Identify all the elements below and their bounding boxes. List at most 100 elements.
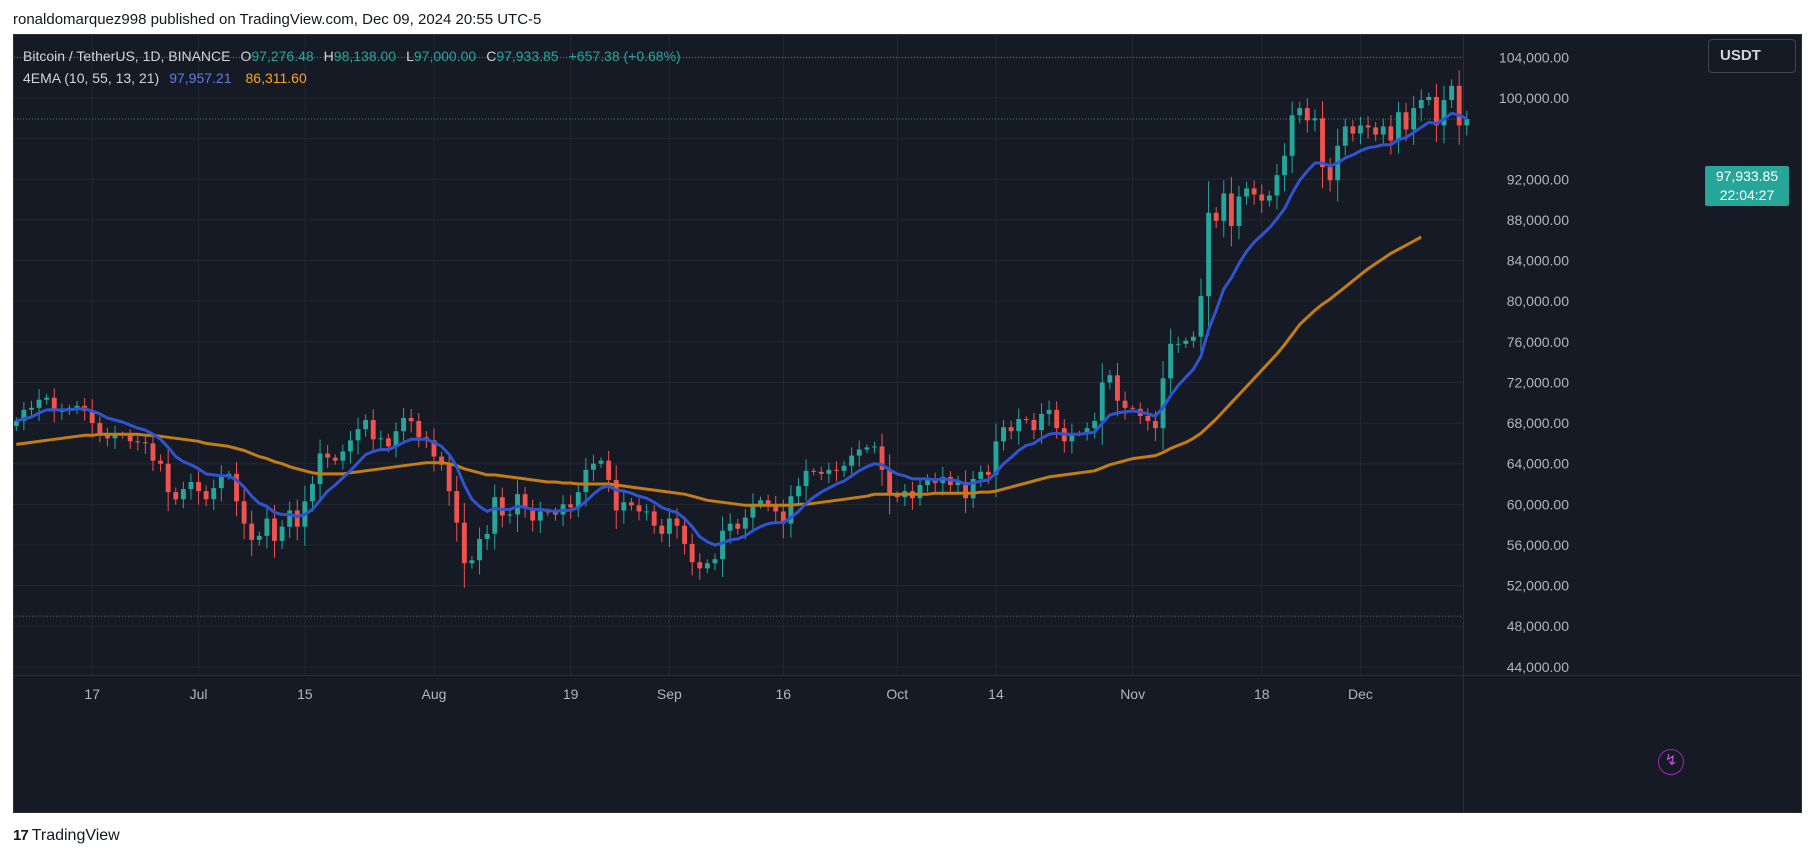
x-tick-label: Oct (886, 686, 908, 702)
candle-body (522, 494, 528, 509)
chart-legend: Bitcoin / TetherUS, 1D, BINANCE O97,276.4… (23, 45, 681, 89)
candle-body (1115, 375, 1120, 401)
candle-body (537, 511, 543, 521)
y-tick-label: 104,000.00 (1499, 49, 1569, 65)
candle-body (644, 511, 650, 513)
candle-body (985, 471, 991, 475)
candle-body (894, 495, 900, 498)
low-label: L (406, 48, 414, 64)
candle-body (917, 485, 923, 499)
candle-body (568, 504, 574, 508)
candle-body (29, 407, 34, 410)
candle-body (628, 502, 634, 506)
candle-body (378, 438, 384, 440)
publisher-line: ronaldomarquez998 published on TradingVi… (13, 11, 542, 28)
candle-body (1001, 427, 1006, 442)
open-label: O (240, 48, 252, 64)
candle-body (659, 525, 665, 534)
candle-body (499, 497, 505, 516)
candle-body (1122, 400, 1128, 408)
close-value: 97,933.85 (496, 48, 559, 64)
candlestick-chart[interactable]: 44,000.00 48,000.00 52,000.00 56,000.00 60,0… (14, 35, 1802, 813)
candle-body (241, 501, 247, 524)
candle-body (1206, 212, 1212, 297)
candle-body (1297, 108, 1303, 116)
candle-body (1008, 427, 1014, 432)
candle-body (340, 451, 346, 461)
candle-body (1327, 167, 1333, 181)
y-tick-label: 68,000.00 (1507, 415, 1569, 431)
candle-body (1426, 96, 1432, 101)
candle-body (1312, 118, 1318, 121)
y-tick-label: 56,000.00 (1507, 537, 1569, 553)
candle-body (765, 500, 771, 505)
candle-body (408, 417, 414, 422)
legend-ohlc-row: Bitcoin / TetherUS, 1D, BINANCE O97,276.4… (23, 45, 681, 67)
candle-body (1418, 100, 1424, 109)
candle-body (332, 457, 338, 461)
candle-body (1388, 126, 1394, 141)
candle-body (492, 497, 498, 534)
candle-body (317, 453, 323, 485)
candle-body (36, 399, 42, 408)
candle-body (1152, 421, 1158, 429)
candle-body (287, 510, 293, 527)
candle-body (841, 465, 847, 471)
y-tick-label: 72,000.00 (1507, 374, 1569, 390)
candle-body (431, 440, 437, 457)
candle-body (439, 456, 444, 465)
candle-body (1282, 155, 1287, 176)
candle-body (1320, 118, 1325, 168)
x-tick-label: 19 (563, 686, 579, 702)
candle-body (1350, 126, 1356, 134)
tradingview-logo-icon: 17 (13, 827, 29, 844)
candle-body (1441, 100, 1447, 126)
candle-body (636, 505, 642, 512)
symbol-name[interactable]: Bitcoin / TetherUS, 1D, BINANCE (23, 48, 231, 64)
tradingview-footer[interactable]: 17 TradingView (13, 824, 120, 848)
candle-body (811, 470, 817, 472)
candle-body (1168, 343, 1174, 379)
candle-body (446, 464, 452, 492)
x-tick-label: 17 (84, 686, 100, 702)
candle-body (1130, 407, 1136, 409)
chart-panel[interactable]: 44,000.00 48,000.00 52,000.00 56,000.00 60,0… (13, 34, 1802, 813)
candle-body (1244, 188, 1249, 197)
lightning-bolt-icon[interactable]: ↯ (1658, 749, 1684, 775)
candle-body (1228, 193, 1234, 226)
x-tick-label: 15 (297, 686, 313, 702)
candle-body (963, 481, 969, 499)
candle-body (416, 421, 422, 438)
candle-body (188, 481, 194, 490)
candle-body (1373, 127, 1379, 135)
candle-body (826, 469, 832, 474)
candle-body (750, 504, 756, 518)
candle-body (887, 469, 893, 496)
candle-body (803, 470, 809, 487)
ema-fast-line (15, 111, 1468, 547)
candle-body (583, 469, 589, 493)
candle-body (150, 443, 156, 461)
currency-button[interactable]: USDT (1708, 39, 1796, 73)
candle-body (970, 478, 976, 499)
candle-body (993, 441, 999, 475)
candle-body (666, 518, 672, 534)
candle-body (1266, 195, 1272, 201)
x-tick-label: Jul (190, 686, 208, 702)
ema-slow-line (16, 235, 1422, 507)
candle-body (553, 512, 558, 515)
candle-body (1396, 112, 1401, 141)
candle-body (461, 522, 467, 564)
x-tick-label: 14 (988, 686, 1004, 702)
candle-body (606, 460, 612, 480)
legend-indicator-row: 4EMA (10, 55, 13, 21) 97,957.21 86,311.60 (23, 67, 681, 89)
candle-body (780, 511, 786, 524)
candle-body (180, 489, 186, 500)
candle-body (682, 525, 688, 544)
ema-fast-value: 97,957.21 (169, 70, 232, 86)
candle-body (1198, 296, 1204, 337)
candle-body (1039, 413, 1044, 431)
indicator-name[interactable]: 4EMA (10, 55, 13, 21) (23, 70, 160, 86)
candle-body (1304, 108, 1310, 121)
candle-body (515, 494, 520, 515)
